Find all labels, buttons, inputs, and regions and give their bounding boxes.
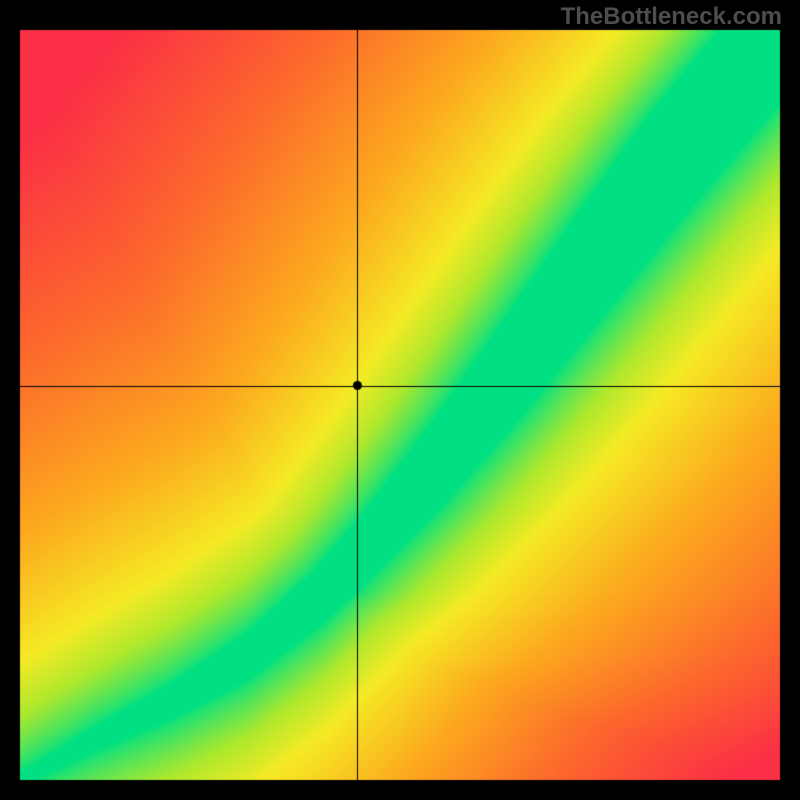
chart-container: TheBottleneck.com (0, 0, 800, 800)
bottleneck-heatmap (0, 0, 800, 800)
watermark-text: TheBottleneck.com (561, 3, 782, 31)
